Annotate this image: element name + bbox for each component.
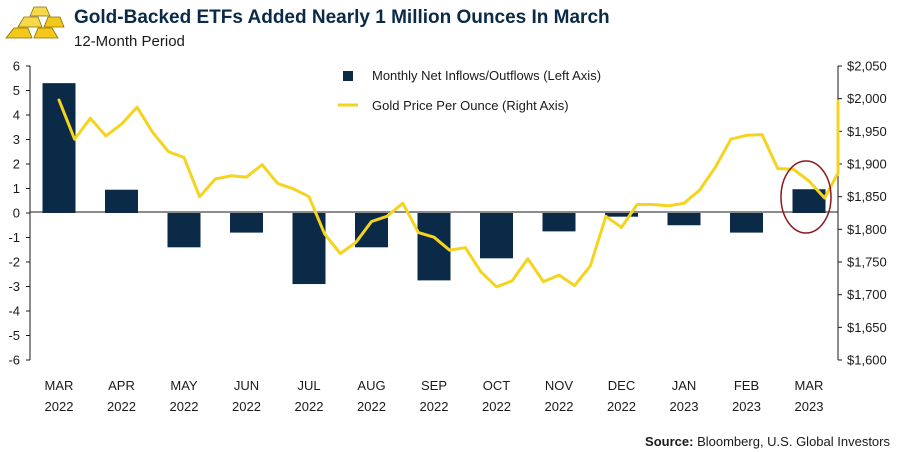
left-tick-label: 6 xyxy=(13,59,20,74)
right-tick-label: $1,650 xyxy=(847,320,887,335)
x-label-month: MAR xyxy=(795,378,824,393)
right-tick-label: $1,900 xyxy=(847,157,887,172)
line-series xyxy=(57,98,840,289)
left-tick-label: -4 xyxy=(8,304,20,319)
bar-nov-2022 xyxy=(542,213,576,232)
legend: Monthly Net Inflows/Outflows (Left Axis)… xyxy=(338,68,601,113)
gold-bars-logo-icon xyxy=(5,6,65,39)
x-label-year: 2022 xyxy=(232,399,261,414)
x-label-month: AUG xyxy=(357,378,385,393)
x-label-year: 2022 xyxy=(545,399,574,414)
right-tick-label: $1,600 xyxy=(847,353,887,368)
x-label-year: 2022 xyxy=(170,399,199,414)
x-label-month: OCT xyxy=(483,378,511,393)
x-label-year: 2023 xyxy=(670,399,699,414)
bar-mar-2022 xyxy=(42,83,76,214)
legend-line-label: Gold Price Per Ounce (Right Axis) xyxy=(372,98,569,113)
left-tick-label: -6 xyxy=(8,353,20,368)
bar-apr-2022 xyxy=(105,189,138,213)
x-label-year: 2022 xyxy=(607,399,636,414)
bar-feb-2023 xyxy=(730,213,763,233)
page-subtitle: 12-Month Period xyxy=(74,33,185,50)
bar-mar-2023 xyxy=(792,189,826,213)
x-label-year: 2022 xyxy=(295,399,324,414)
right-tick-label: $1,700 xyxy=(847,287,887,302)
x-label-month: JAN xyxy=(672,378,697,393)
source-label: Source: xyxy=(645,434,693,449)
x-label-year: 2022 xyxy=(420,399,449,414)
left-tick-label: -1 xyxy=(8,230,20,245)
x-label-month: JUL xyxy=(297,378,320,393)
x-label-month: MAR xyxy=(45,378,74,393)
x-label-month: APR xyxy=(108,378,135,393)
bar-may-2022 xyxy=(167,213,201,248)
left-tick-label: 3 xyxy=(13,132,20,147)
x-label-year: 2022 xyxy=(357,399,386,414)
x-axis-labels: MAR 2022 APR 2022 MAY 2022 JUN 2022 JUL 2022 AUG 20… xyxy=(45,378,824,414)
left-tick-label: -2 xyxy=(8,255,20,270)
bar-dec-2022 xyxy=(605,213,638,217)
page-title: Gold-Backed ETFs Added Nearly 1 Million … xyxy=(74,7,610,28)
bar-jun-2022 xyxy=(230,213,263,233)
x-label-year: 2022 xyxy=(45,399,74,414)
right-tick-label: $1,950 xyxy=(847,124,887,139)
x-label-month: NOV xyxy=(545,378,574,393)
x-label-month: SEP xyxy=(421,378,447,393)
x-label-year: 2023 xyxy=(795,399,824,414)
right-tick-label: $1,800 xyxy=(847,222,887,237)
x-label-year: 2022 xyxy=(107,399,136,414)
source-text: Bloomberg, U.S. Global Investors xyxy=(697,434,890,449)
bar-series xyxy=(42,83,826,285)
legend-bar-swatch xyxy=(343,71,353,81)
right-tick-label: $2,000 xyxy=(847,91,887,106)
gold-price-line xyxy=(57,98,840,289)
highlight-circle xyxy=(780,160,832,234)
right-tick-label: $2,050 xyxy=(847,59,887,74)
right-tick-label: $1,750 xyxy=(847,255,887,270)
left-tick-label: -5 xyxy=(8,328,20,343)
left-axis-ticks: 6 5 4 3 2 1 0 -1 -2 -3 -4 -5 -6 xyxy=(8,59,30,368)
right-axis-ticks: $2,050 $2,000 $1,950 $1,900 $1,850 $1,800 $1,7… xyxy=(838,59,887,368)
x-label-year: 2022 xyxy=(482,399,511,414)
left-tick-label: 0 xyxy=(13,206,20,221)
x-label-month: JUN xyxy=(234,378,259,393)
left-tick-label: -3 xyxy=(8,279,20,294)
legend-bar-label: Monthly Net Inflows/Outflows (Left Axis) xyxy=(372,68,601,83)
x-label-month: DEC xyxy=(608,378,635,393)
source-note: Source: Bloomberg, U.S. Global Investors xyxy=(645,434,890,449)
x-label-year: 2023 xyxy=(732,399,761,414)
left-tick-label: 5 xyxy=(13,83,20,98)
bar-oct-2022 xyxy=(480,213,513,259)
left-tick-label: 1 xyxy=(13,181,20,196)
left-tick-label: 4 xyxy=(13,108,20,123)
bar-jan-2023 xyxy=(667,213,701,226)
right-tick-label: $1,850 xyxy=(847,189,887,204)
x-label-month: FEB xyxy=(734,378,759,393)
x-label-month: MAY xyxy=(170,378,198,393)
left-tick-label: 2 xyxy=(13,157,20,172)
